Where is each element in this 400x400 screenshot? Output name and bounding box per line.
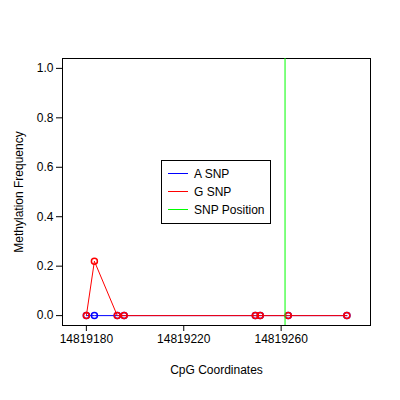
html-text:A SNP: A SNP xyxy=(194,166,230,181)
svg-text:0.2: 0.2 xyxy=(37,259,54,273)
svg-text:0.4: 0.4 xyxy=(37,210,54,224)
svg-text:0.8: 0.8 xyxy=(37,111,54,125)
svg-text:14819260: 14819260 xyxy=(254,332,308,346)
svg-text:1.0: 1.0 xyxy=(37,61,54,75)
html-text:SNP Position: SNP Position xyxy=(194,202,265,217)
svg-text:Methylation Frequency: Methylation Frequency xyxy=(12,131,26,252)
svg-text:0.0: 0.0 xyxy=(37,308,54,322)
svg-text:CpG Coordinates: CpG Coordinates xyxy=(170,363,263,377)
svg-text:14819180: 14819180 xyxy=(60,332,114,346)
svg-text:0.6: 0.6 xyxy=(37,160,54,174)
html-text:G SNP: G SNP xyxy=(194,184,232,199)
svg-text:14819220: 14819220 xyxy=(157,332,211,346)
